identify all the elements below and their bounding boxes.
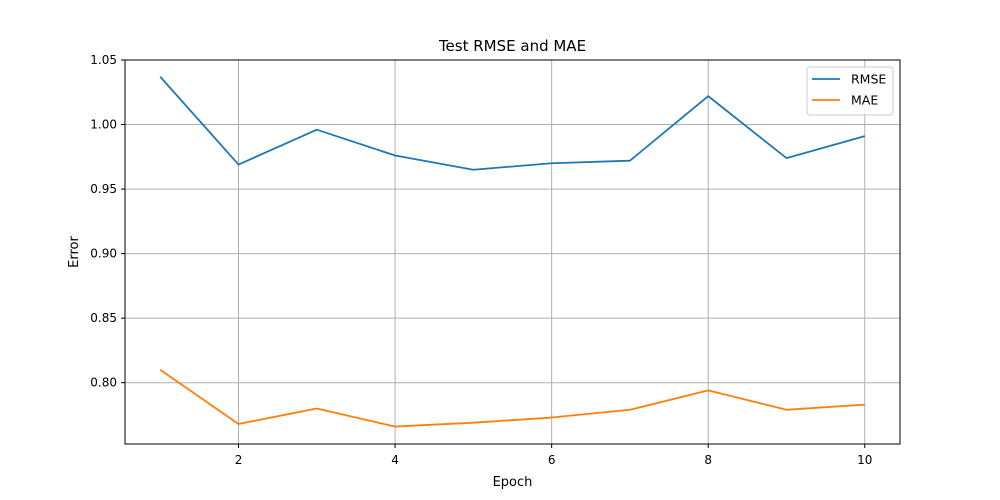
y-tick-label: 0.80 — [90, 376, 117, 390]
y-axis-ticks: 0.80 0.85 0.90 0.95 1.00 1.05 — [90, 53, 125, 390]
y-tick-label: 0.85 — [90, 311, 117, 325]
y-tick-label: 0.95 — [90, 182, 117, 196]
series-lines — [159, 76, 866, 428]
y-tick-label: 0.90 — [90, 247, 117, 261]
legend: RMSE MAE — [806, 66, 894, 116]
x-axis-ticks: 2 4 6 8 10 — [235, 444, 872, 467]
legend-label-mae: MAE — [851, 93, 878, 108]
x-tick-label: 4 — [391, 453, 399, 467]
x-tick-label: 8 — [704, 453, 712, 467]
y-axis-label: Error — [67, 236, 82, 268]
series-line-rmse — [159, 76, 866, 171]
y-tick-label: 1.00 — [90, 118, 117, 132]
series-line-mae — [159, 369, 865, 428]
x-tick-label: 2 — [235, 453, 243, 467]
chart-title: Test RMSE and MAE — [438, 37, 586, 55]
x-tick-label: 10 — [857, 453, 872, 467]
x-tick-label: 6 — [548, 453, 556, 467]
plot-frame — [124, 59, 901, 445]
x-axis-label: Epoch — [493, 475, 533, 490]
y-tick-label: 1.05 — [90, 53, 117, 67]
legend-label-rmse: RMSE — [851, 72, 886, 87]
